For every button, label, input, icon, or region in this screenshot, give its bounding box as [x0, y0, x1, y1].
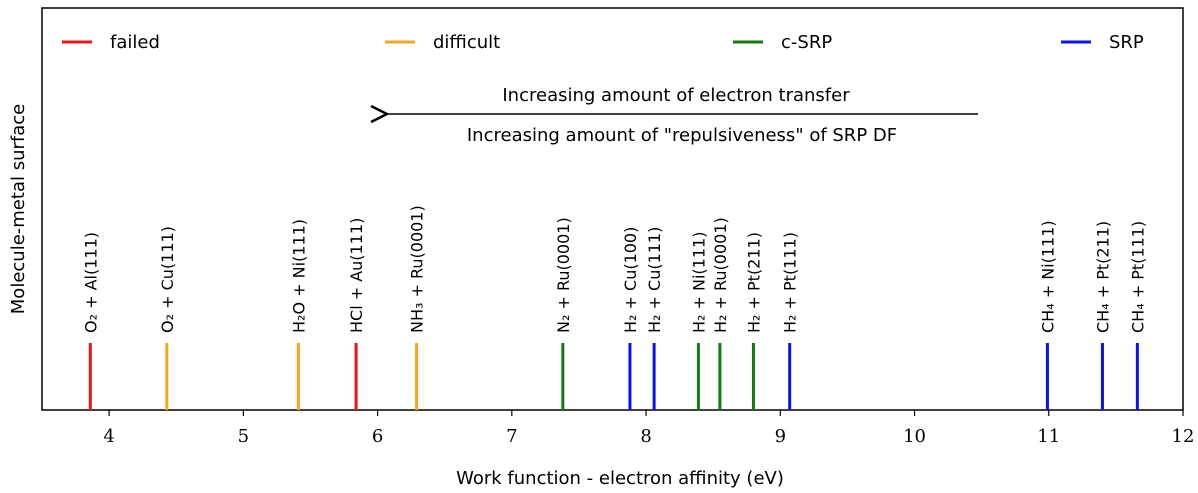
event-label: O₂ + Cu(111): [158, 226, 177, 333]
x-tick-label: 6: [372, 426, 383, 447]
event-label: H₂ + Pt(211): [744, 232, 763, 333]
event-label: CH₄ + Ni(111): [1038, 220, 1057, 333]
event-label: H₂O + Ni(111): [289, 219, 308, 333]
event-label: N₂ + Ru(0001): [554, 217, 573, 333]
x-tick-label: 12: [1172, 426, 1195, 447]
x-tick-label: 8: [640, 426, 651, 447]
x-axis-label: Work function - electron affinity (eV): [456, 468, 784, 489]
legend-label: c-SRP: [781, 32, 832, 53]
legend-label: SRP: [1109, 32, 1144, 53]
legend-label: failed: [110, 32, 160, 53]
y-axis-label: Molecule-metal surface: [8, 104, 29, 314]
x-tick-label: 7: [506, 426, 517, 447]
x-tick-label: 9: [775, 426, 786, 447]
event-label: H₂ + Ni(111): [689, 232, 708, 333]
x-tick-label: 4: [103, 426, 114, 447]
event-label: NH₃ + Ru(0001): [408, 205, 427, 333]
event-label: CH₄ + Pt(111): [1128, 221, 1147, 333]
event-label: O₂ + Al(111): [81, 232, 100, 333]
legend-label: difficult: [433, 32, 500, 53]
plot-frame: [41, 7, 1184, 411]
event-label: H₂ + Ru(0001): [711, 217, 730, 333]
annotation: Increasing amount of "repulsiveness" of …: [467, 125, 897, 146]
x-tick-label: 11: [1037, 426, 1060, 447]
x-tick-label: 10: [903, 426, 926, 447]
event-label: CH₄ + Pt(211): [1093, 221, 1112, 333]
x-tick-label: 5: [238, 426, 249, 447]
event-label: H₂ + Cu(100): [621, 227, 640, 333]
event-label: H₂ + Pt(111): [781, 232, 800, 333]
annotation: Increasing amount of electron transfer: [502, 85, 850, 106]
event-label: H₂ + Cu(111): [645, 227, 664, 333]
event-label: HCl + Au(111): [347, 218, 366, 333]
